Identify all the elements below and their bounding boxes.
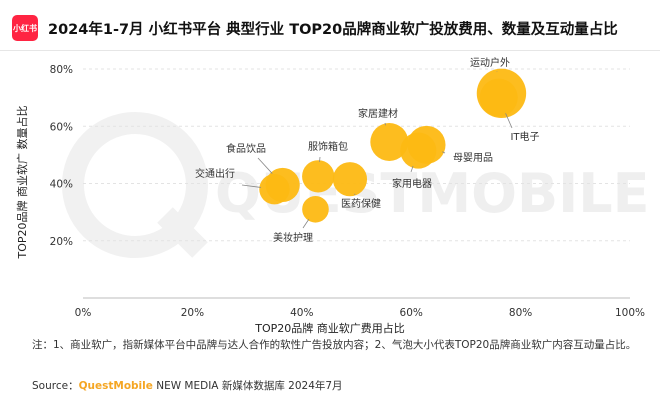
- bubble-label: 运动户外: [470, 56, 510, 69]
- y-tick-label: 80%: [50, 64, 73, 76]
- source-line: Source：QuestMobile NEW MEDIA 新媒体数据库 2024…: [32, 378, 343, 393]
- chart-header: 小红书 2024年1-7月 小红书平台 典型行业 TOP20品牌商业软广投放费用…: [12, 10, 618, 46]
- bubble-label: 家用电器: [392, 177, 432, 190]
- bubble-label: IT电子: [510, 130, 539, 143]
- x-tick-label: 40%: [290, 307, 313, 319]
- bubble-label: 医药保健: [341, 197, 381, 210]
- bubble-point: [479, 78, 518, 117]
- axes: 20% 40% 60% 80% 0% 20% 40% 60% 80% 100% TOP20品牌 商业…: [15, 64, 645, 335]
- leader-line: [410, 165, 414, 173]
- x-tick-label: 0%: [75, 307, 92, 319]
- leader-line: [302, 219, 310, 229]
- bubble-label: 母婴用品: [453, 152, 493, 164]
- x-axis-title: TOP20品牌 商业软广费用占比: [254, 321, 405, 335]
- x-tick-label: 80%: [509, 307, 532, 319]
- watermark-q-tail: [157, 207, 208, 258]
- source-suffix: NEW MEDIA 新媒体数据库 2024年7月: [152, 380, 343, 392]
- xiaohongshu-logo: 小红书: [12, 15, 38, 41]
- y-tick-label: 40%: [50, 179, 73, 191]
- bubble-label: 交通出行: [195, 167, 235, 180]
- bubble-chart: QUESTMOBILE 20%40%60%80%0% 20% 40% 60% 80% 10…: [15, 56, 650, 335]
- source-brand: QuestMobile: [78, 380, 153, 392]
- bubble-point: [302, 160, 335, 193]
- x-tick-label: 100%: [615, 307, 645, 319]
- bubble-point: [332, 162, 368, 197]
- leader-line: [442, 151, 446, 154]
- bubble-point: [302, 195, 329, 223]
- bubble-point: [370, 122, 409, 161]
- y-tick-label: 20%: [50, 236, 73, 248]
- y-axis-title: TOP20品牌 商业软广 数量占比: [15, 105, 29, 259]
- bubble-point: [400, 132, 437, 169]
- leader-line: [505, 113, 513, 129]
- bubble-label: 美妆护理: [273, 231, 313, 244]
- gridlines: [83, 68, 630, 242]
- x-tick-label: 60%: [400, 307, 423, 319]
- bubble-label: 家居建材: [358, 107, 398, 120]
- watermark-q-circle: [62, 112, 208, 258]
- chart-title: 2024年1-7月 小红书平台 典型行业 TOP20品牌商业软广投放费用、数量及…: [48, 21, 618, 38]
- bubble-label: 服饰箱包: [308, 140, 348, 153]
- leader-line: [241, 184, 261, 188]
- leader-line: [384, 122, 386, 126]
- header-divider: [0, 50, 660, 51]
- bubble-point: [259, 174, 290, 205]
- leader-line: [257, 157, 273, 174]
- x-tick-label: 20%: [181, 307, 204, 319]
- bubble-label: 食品饮品: [226, 142, 266, 155]
- chart-footnote: 注：1、商业软广，指新媒体平台中品牌与达人合作的软性广告投放内容；2、气泡大小代…: [32, 339, 637, 351]
- source-prefix: Source：: [32, 380, 79, 392]
- bubbles: [259, 68, 527, 223]
- y-tick-label: 60%: [50, 121, 73, 133]
